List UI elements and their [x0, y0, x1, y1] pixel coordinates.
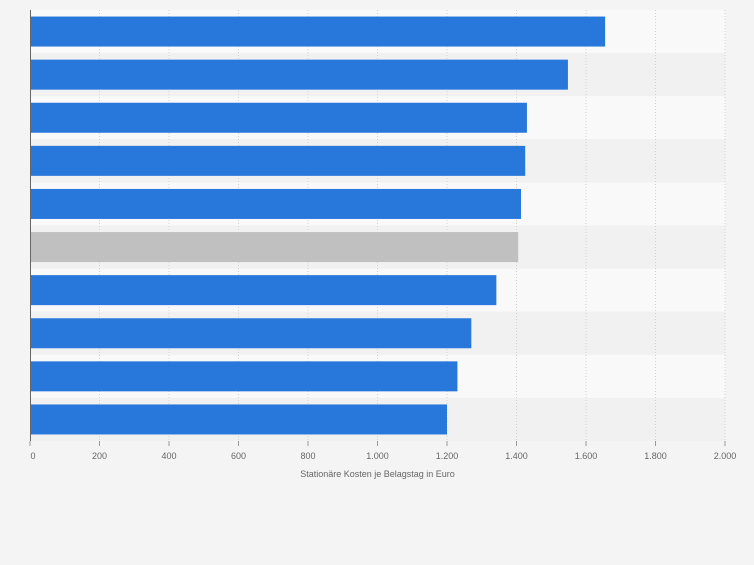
x-axis-ticks: 0 200 400 600 800 1.000 1.200 1.400 1.600 1.800 2.…	[29, 441, 737, 461]
x-tick-label: 1.400	[505, 451, 528, 461]
bar	[30, 318, 472, 349]
bar	[30, 361, 458, 392]
bar	[30, 145, 526, 176]
x-tick-label: 200	[92, 451, 107, 461]
bars	[30, 16, 606, 435]
bar	[30, 59, 568, 90]
bar	[30, 275, 497, 306]
x-tick-label: 600	[231, 451, 246, 461]
x-tick-label: 1.200	[436, 451, 459, 461]
bar	[30, 232, 519, 263]
x-tick-label: 1.600	[575, 451, 598, 461]
bar	[30, 102, 527, 133]
x-tick-label: 1.800	[644, 451, 667, 461]
x-tick-label: 800	[300, 451, 315, 461]
x-tick-label: 0	[30, 451, 35, 461]
bar	[30, 16, 606, 47]
bar	[30, 404, 447, 435]
x-tick-label: 1.000	[366, 451, 389, 461]
x-tick-label: 2.000	[714, 451, 737, 461]
x-axis-label: Stationäre Kosten je Belagstag in Euro	[300, 469, 455, 479]
x-tick-label: 400	[161, 451, 176, 461]
bar	[30, 188, 522, 219]
